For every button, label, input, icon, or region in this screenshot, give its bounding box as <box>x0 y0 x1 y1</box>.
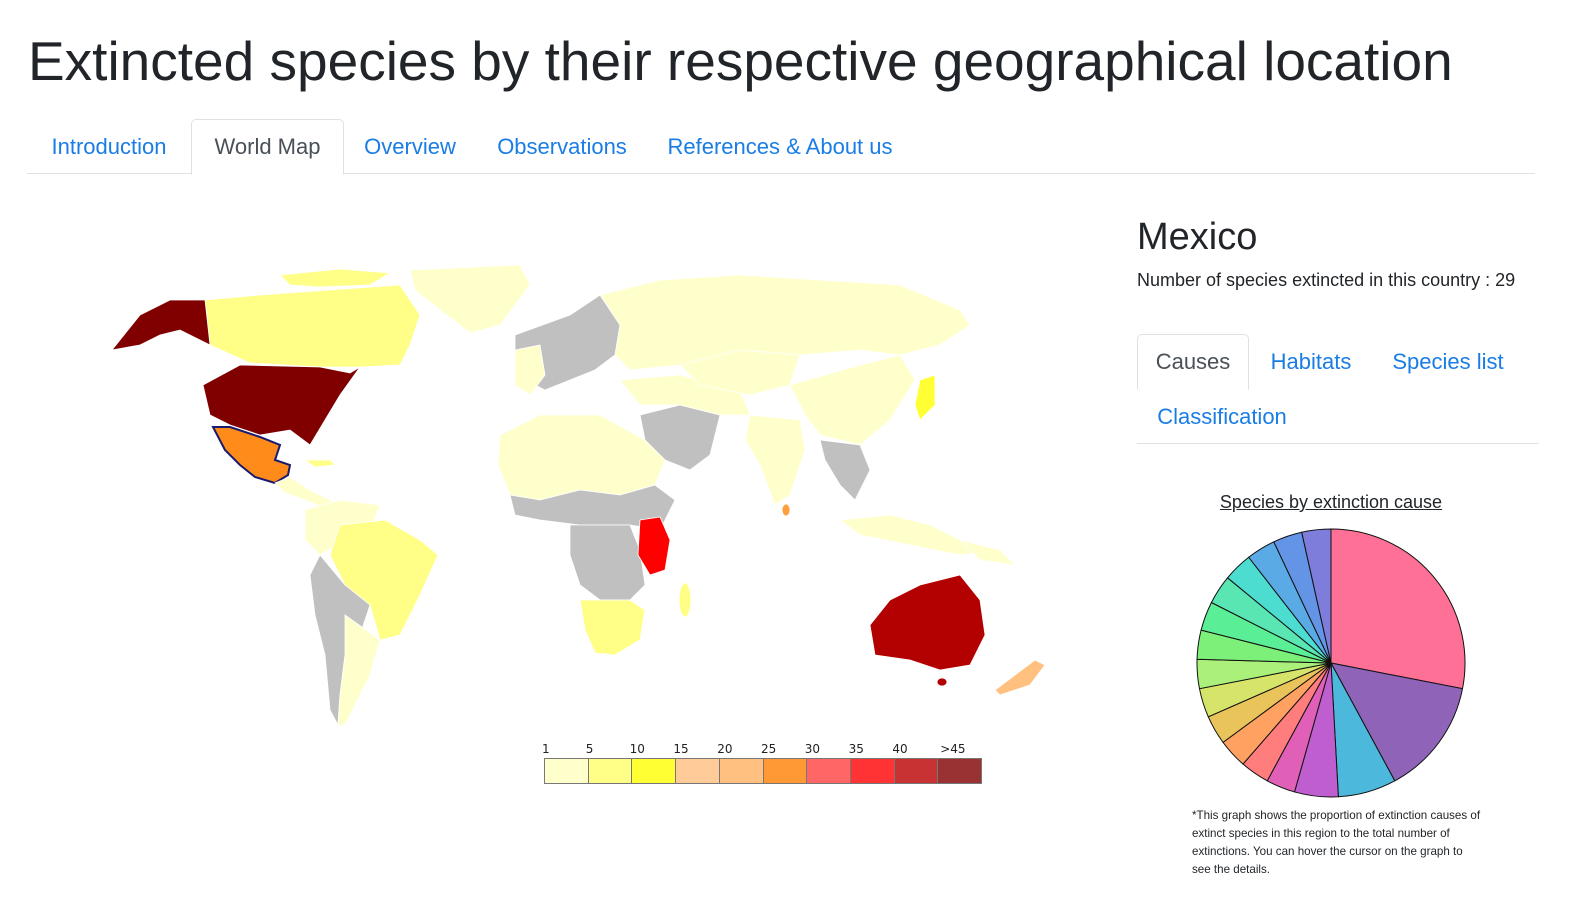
region-greenland <box>409 264 531 334</box>
region-alaska <box>111 299 211 351</box>
region-australia <box>869 574 986 671</box>
tab-species-list[interactable]: Species list <box>1392 348 1504 374</box>
region-caribbean <box>303 459 336 468</box>
region-mexico <box>211 426 292 485</box>
tab-world-map[interactable]: World Map <box>191 119 344 175</box>
region-madagascar <box>678 582 692 618</box>
legend-label: 30 <box>804 742 821 756</box>
tab-causes[interactable]: Causes <box>1137 334 1249 390</box>
legend-swatch <box>545 759 589 783</box>
legend-label: 20 <box>717 742 733 756</box>
region-east-africa <box>637 516 671 576</box>
legend-label: 35 <box>848 742 864 756</box>
region-canada <box>204 284 421 368</box>
region-tasmania <box>936 677 948 687</box>
pie-chart-title: Species by extinction cause <box>1219 492 1443 512</box>
legend-label: 5 <box>585 742 594 756</box>
legend-swatch <box>588 759 633 783</box>
world-map[interactable] <box>100 255 1090 735</box>
region-africa-central <box>569 524 646 601</box>
region-india <box>744 414 806 506</box>
legend-swatch <box>763 759 808 783</box>
pie-slice[interactable] <box>1330 528 1466 690</box>
extinct-count-text: Number of species extincted in this coun… <box>1137 270 1516 290</box>
detail-tab-bar: Causes Habitats Species list Classificat… <box>1137 334 1539 444</box>
tab-classification[interactable]: Classification <box>1157 403 1287 429</box>
legend-swatch <box>719 759 764 783</box>
region-argentina <box>337 614 381 726</box>
tab-overview[interactable]: Overview <box>364 133 456 159</box>
legend-swatch <box>676 759 720 783</box>
region-brazil <box>329 519 439 641</box>
selected-country-name: Mexico <box>1137 216 1258 258</box>
tab-habitats[interactable]: Habitats <box>1270 348 1352 374</box>
legend-label: 40 <box>892 742 908 756</box>
region-se-asia <box>819 439 871 501</box>
region-japan <box>914 374 936 421</box>
pie-slice[interactable] <box>1301 528 1332 664</box>
region-africa-north <box>497 414 666 501</box>
legend-label: 10 <box>629 742 645 756</box>
legend-swatch <box>632 759 677 783</box>
legend-swatch <box>850 759 895 783</box>
legend-swatch <box>938 759 982 783</box>
pie-slice[interactable] <box>1330 662 1464 782</box>
page-title: Extincted species by their respective ge… <box>28 30 1453 92</box>
region-usa <box>202 364 361 446</box>
causes-pie-chart[interactable] <box>1190 522 1472 804</box>
legend-label: 25 <box>761 742 777 756</box>
legend-label: >45 <box>940 742 966 756</box>
region-sri-lanka <box>781 503 791 517</box>
region-europe-west <box>514 344 546 396</box>
map-legend: 1 5 10 15 20 25 30 35 40 >45 <box>542 742 984 786</box>
tab-observations[interactable]: Observations <box>497 133 627 159</box>
pie-chart-note: *This graph shows the proportion of exti… <box>1192 809 1481 876</box>
region-africa-south <box>579 599 646 656</box>
region-canada-islands <box>279 268 392 288</box>
tab-introduction[interactable]: Introduction <box>51 133 167 159</box>
legend-color-scale <box>544 758 982 784</box>
legend-label: 15 <box>673 742 689 756</box>
region-new-zealand <box>994 659 1046 696</box>
legend-label: 1 <box>542 742 550 756</box>
legend-swatch <box>894 759 939 783</box>
region-china <box>789 354 916 446</box>
tab-references-about[interactable]: References & About us <box>667 133 893 159</box>
main-tab-bar: Introduction World Map Overview Observat… <box>27 119 1535 175</box>
region-africa-sahel <box>509 484 676 531</box>
legend-swatch <box>807 759 851 783</box>
region-png <box>958 539 1017 566</box>
